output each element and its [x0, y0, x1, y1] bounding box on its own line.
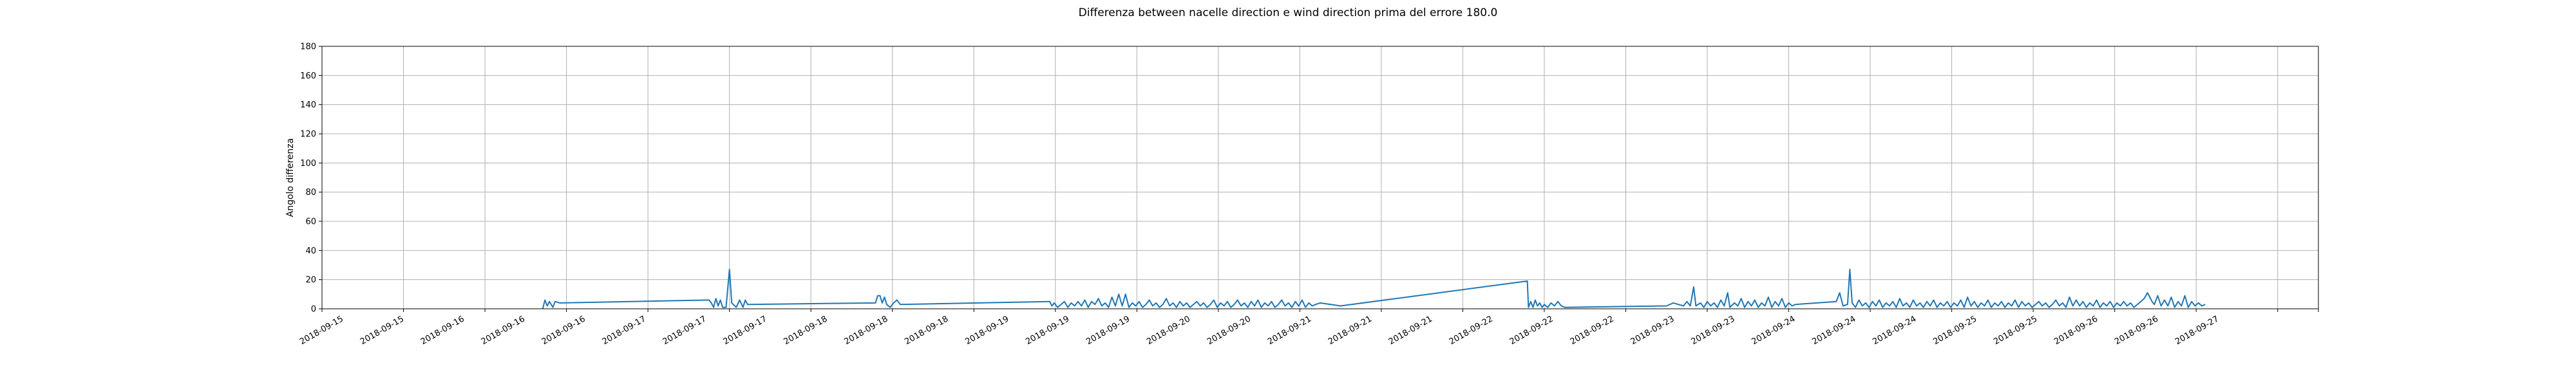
x-tick-label: 2018-09-18 — [842, 314, 889, 347]
x-tick-label: 2018-09-24 — [1750, 314, 1797, 347]
x-tick-label: 2018-09-21 — [1387, 314, 1434, 347]
chart-title: Differenza between nacelle direction e w… — [1079, 6, 1498, 19]
y-tick-label: 40 — [305, 246, 316, 256]
x-tick-label: 2018-09-22 — [1508, 314, 1555, 347]
x-tick-label: 2018-09-25 — [1992, 314, 2039, 347]
x-tick-label: 2018-09-16 — [540, 314, 587, 347]
x-tick-label: 2018-09-26 — [2113, 314, 2160, 347]
x-tick-label: 2018-09-22 — [1448, 314, 1495, 347]
x-tick-label: 2018-09-24 — [1810, 314, 1857, 347]
y-tick-label: 140 — [300, 100, 316, 110]
y-tick-label: 20 — [305, 275, 316, 285]
x-tick-label: 2018-09-19 — [1084, 314, 1132, 347]
x-tick-label: 2018-09-15 — [298, 314, 345, 347]
x-tick-label: 2018-09-26 — [2052, 314, 2099, 347]
y-tick-label: 100 — [300, 159, 316, 169]
x-tick-label: 2018-09-16 — [480, 314, 527, 347]
x-tick-label: 2018-09-23 — [1629, 314, 1676, 347]
x-tick-label: 2018-09-22 — [1569, 314, 1616, 347]
y-tick-label: 180 — [300, 42, 316, 52]
x-tick-label: 2018-09-21 — [1327, 314, 1374, 347]
y-axis: 0 20 40 60 80 100 120 140 160 180 — [300, 42, 322, 315]
x-tick-label: 2018-09-17 — [722, 314, 769, 347]
x-axis: 2018-09-15 2018-09-15 2018-09-16 2018-09-16… — [298, 309, 2319, 347]
x-tick-label: 2018-09-16 — [419, 314, 466, 347]
x-tick-label: 2018-09-15 — [359, 314, 406, 347]
y-tick-label: 120 — [300, 130, 316, 140]
x-tick-label: 2018-09-27 — [2174, 314, 2221, 347]
x-tick-label: 2018-09-20 — [1145, 314, 1192, 347]
grid-lines — [321, 46, 2319, 309]
x-tick-label: 2018-09-17 — [601, 314, 648, 347]
y-tick-label: 80 — [305, 188, 316, 198]
series-line — [542, 268, 2206, 309]
plot-frame — [321, 46, 2319, 309]
x-tick-label: 2018-09-24 — [1871, 314, 1918, 347]
series-layer — [542, 268, 2206, 309]
x-tick-label: 2018-09-18 — [903, 314, 950, 347]
y-axis-label: Angolo differenza — [285, 138, 296, 217]
x-tick-label: 2018-09-23 — [1690, 314, 1737, 347]
x-tick-label: 2018-09-18 — [782, 314, 829, 347]
x-tick-label: 2018-09-19 — [1024, 314, 1071, 347]
x-tick-label: 2018-09-20 — [1206, 314, 1253, 347]
x-tick-label: 2018-09-17 — [661, 314, 708, 347]
y-tick-label: 60 — [305, 217, 316, 227]
x-tick-label: 2018-09-25 — [1931, 314, 1978, 347]
y-tick-label: 0 — [311, 305, 316, 315]
y-tick-label: 160 — [300, 71, 316, 81]
x-tick-label: 2018-09-19 — [963, 314, 1010, 347]
x-tick-label: 2018-09-21 — [1266, 314, 1313, 347]
